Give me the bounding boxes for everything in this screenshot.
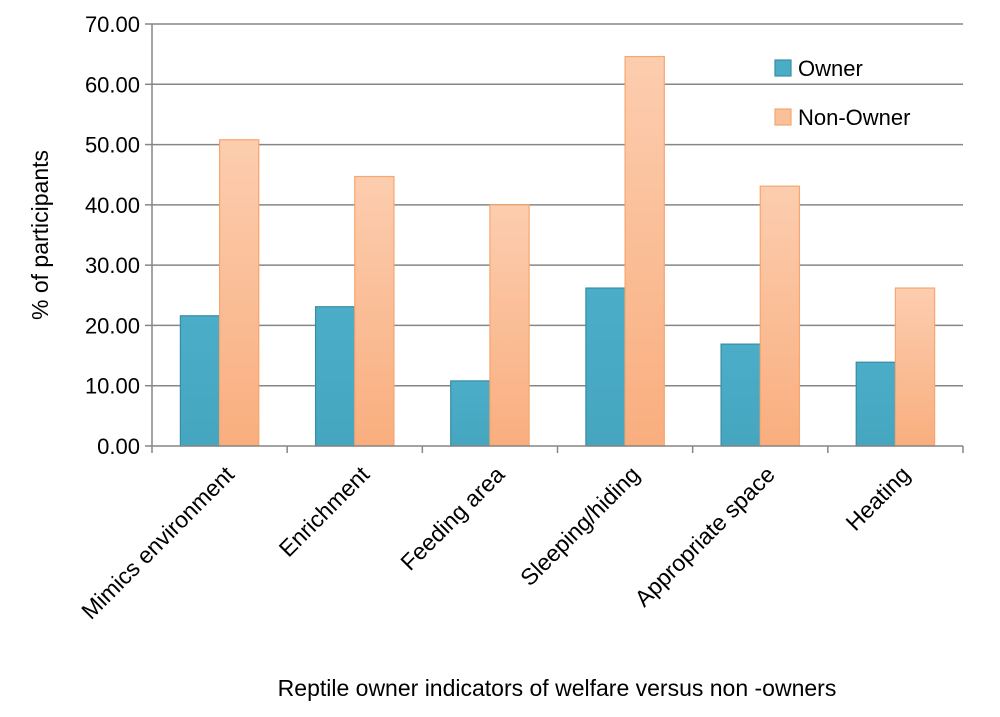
y-tick-label: 60.00 (85, 72, 140, 97)
y-tick-label: 50.00 (85, 133, 140, 158)
bar-chart: 0.0010.0020.0030.0040.0050.0060.0070.00 … (0, 0, 1000, 717)
gridlines (145, 24, 963, 446)
legend-swatch-non-owner (775, 109, 791, 125)
x-tick-label: Feeding area (395, 461, 509, 575)
owner-bar-2 (451, 381, 490, 446)
owner-bar-5 (856, 362, 895, 446)
y-axis-title: % of participants (27, 150, 53, 320)
non-owner-bar-5 (895, 288, 934, 446)
y-tick-labels: 0.00 10.00 20.00 30.00 40.00 50.00 60.00 70.00 (85, 12, 140, 459)
y-tick-label: 70.00 (85, 12, 140, 37)
legend-swatch-owner (775, 60, 791, 76)
non-owner-bar-3 (625, 57, 664, 446)
y-tick-label: 10.00 (85, 374, 140, 399)
non-owner-bar-4 (760, 186, 799, 446)
non-owner-bar-0 (220, 140, 259, 446)
y-tick-label: 0.00 (97, 434, 140, 459)
y-tick-label: 30.00 (85, 253, 140, 278)
non-owner-bar-2 (490, 205, 529, 446)
owner-bar-0 (180, 316, 219, 446)
non-owner-bar-1 (355, 177, 394, 446)
x-tick-labels: Mimics environment Enrichment Feeding area… (76, 461, 915, 624)
y-tick-label: 40.00 (85, 193, 140, 218)
owner-bar-3 (586, 288, 625, 446)
legend-label-non-owner: Non-Owner (798, 105, 910, 130)
x-tick-label: Heating (841, 461, 915, 535)
owner-bar-1 (316, 307, 355, 446)
x-tick-label: Enrichment (274, 461, 375, 562)
legend: Owner Non-Owner (775, 56, 910, 130)
x-tick-label: Mimics environment (76, 461, 239, 624)
legend-label-owner: Owner (798, 56, 863, 81)
x-axis-title: Reptile owner indicators of welfare vers… (278, 675, 837, 701)
owner-bar-4 (721, 344, 760, 446)
y-tick-label: 20.00 (85, 313, 140, 338)
x-tick-label: Appropriate space (629, 461, 779, 611)
x-tick-label: Sleeping/hiding (515, 461, 645, 591)
axes (152, 24, 963, 453)
